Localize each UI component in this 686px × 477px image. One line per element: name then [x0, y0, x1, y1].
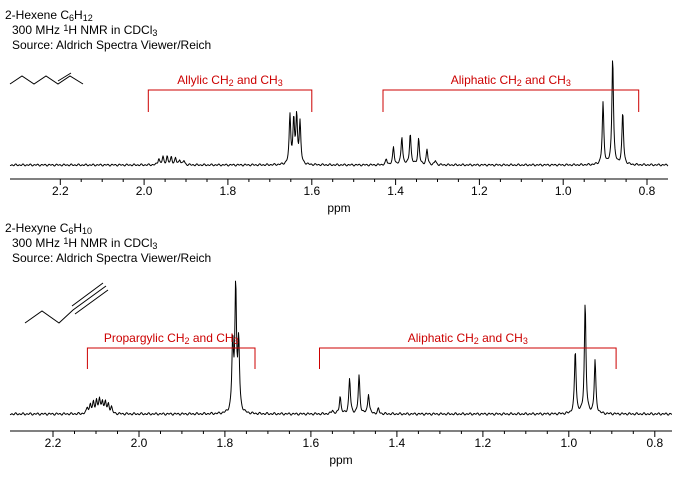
x-tick-label: 1.0 — [560, 436, 577, 450]
caption-line-1: 2-Hexene C6H12 — [5, 8, 93, 23]
x-tick-label: 1.2 — [475, 436, 492, 450]
x-tick-label: 1.4 — [387, 184, 404, 198]
annotation-bracket — [382, 89, 640, 112]
caption-line-1: 2-Hexyne C6H10 — [5, 221, 92, 236]
molecule-structure-icon — [9, 72, 84, 85]
peak-point — [575, 350, 576, 351]
spectrum-trace — [9, 280, 673, 416]
x-tick-label: 1.6 — [303, 436, 320, 450]
x-tick-label: 1.4 — [389, 436, 406, 450]
caption-line-2: 300 MHz 1H NMR in CDCl3 — [12, 236, 157, 251]
x-tick-label: 0.8 — [639, 184, 656, 198]
molecule-structure-icon — [24, 282, 109, 324]
annotation-label: Propargylic CH2 and CH3 — [104, 331, 239, 346]
annotation-label: Allylic CH2 and CH3 — [177, 73, 282, 88]
x-tick-label: 2.0 — [136, 184, 153, 198]
annotation-label: Aliphatic CH2 and CH3 — [451, 73, 571, 88]
x-axis-title: ppm — [329, 453, 352, 467]
x-axis-title: ppm — [327, 201, 350, 215]
annotation-label: Aliphatic CH2 and CH3 — [408, 331, 528, 346]
annotation-bracket — [319, 347, 617, 369]
peak-point — [410, 133, 411, 134]
x-tick-label: 1.8 — [217, 436, 234, 450]
peak-point — [622, 113, 623, 114]
x-tick-label: 1.0 — [555, 184, 572, 198]
caption-line-3: Source: Aldrich Spectra Viewer/Reich — [12, 38, 211, 52]
x-tick-label: 2.2 — [45, 436, 62, 450]
x-tick-label: 2.2 — [52, 184, 69, 198]
peak-point — [612, 56, 613, 57]
spectrum-trace — [9, 60, 669, 167]
caption-line-2: 300 MHz 1H NMR in CDCl3 — [12, 23, 157, 38]
x-tick-label: 1.6 — [303, 184, 320, 198]
x-tick-label: 2.0 — [131, 436, 148, 450]
caption-line-3: Source: Aldrich Spectra Viewer/Reich — [12, 251, 211, 265]
annotation-bracket — [147, 89, 313, 112]
annotation-bracket — [86, 347, 256, 369]
x-tick-label: 1.8 — [220, 184, 237, 198]
peak-point — [585, 303, 586, 304]
x-tick-label: 0.8 — [646, 436, 663, 450]
x-tick-label: 1.2 — [471, 184, 488, 198]
